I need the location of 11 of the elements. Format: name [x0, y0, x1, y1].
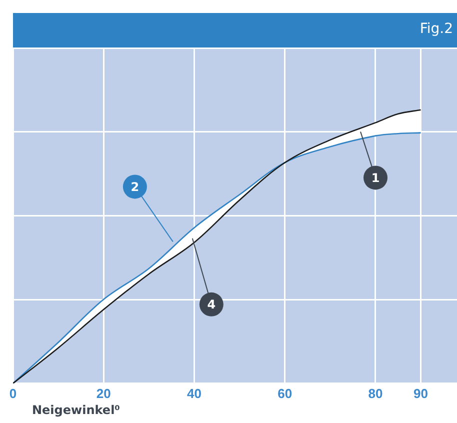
annotation: 2 — [130, 180, 140, 194]
x-tick-label: 0 — [9, 386, 17, 401]
x-tick-label: 20 — [96, 386, 111, 401]
annotation: 1 — [371, 170, 380, 185]
chart-title: Fig.2 — [420, 21, 453, 37]
x-tick-label: 40 — [186, 386, 202, 401]
x-tick-label: 80 — [368, 386, 383, 401]
x-axis-title: Neigewinkel⁰ — [32, 403, 120, 417]
annotation: 4 — [207, 298, 216, 312]
x-tick-label: 90 — [414, 386, 428, 401]
x-tick-label: 60 — [278, 386, 292, 401]
